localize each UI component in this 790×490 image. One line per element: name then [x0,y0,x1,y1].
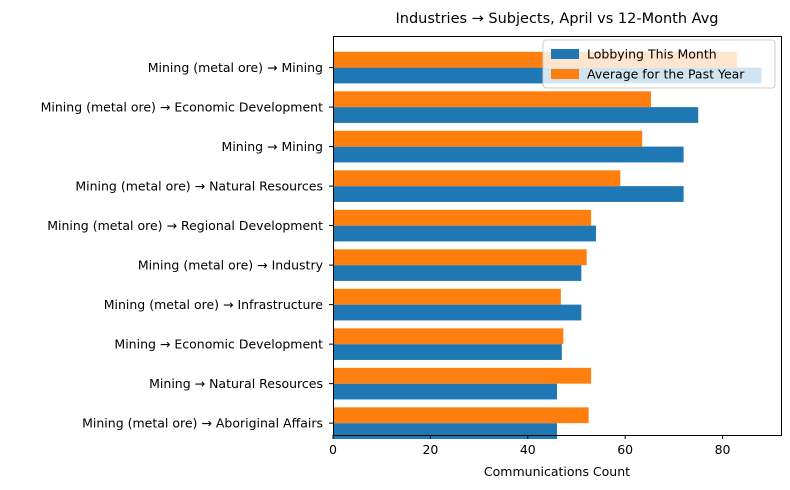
bar-past-year-avg-8 [333,367,592,384]
y-tick-label: Mining → Natural Resources [149,376,323,391]
bar-past-year-avg-6 [333,288,561,305]
bar-this-month-8 [333,383,557,400]
legend-label: Average for the Past Year [587,67,745,82]
bar-past-year-avg-5 [333,249,587,266]
legend-label: Lobbying This Month [587,47,717,62]
x-axis-label: Communications Count [484,464,630,479]
bar-this-month-3 [333,186,684,202]
bar-this-month-1 [333,107,699,123]
y-tick-label: Mining (metal ore) → Economic Developmen… [41,100,323,115]
bar-past-year-avg-4 [333,209,592,226]
bar-past-year-avg-9 [333,407,589,424]
bar-this-month-4 [333,225,596,242]
legend-box [542,39,776,89]
x-tick-label: 20 [422,442,438,457]
bar-this-month-7 [333,344,562,360]
bar-past-year-avg-7 [333,328,564,345]
chart-title: Industries → Subjects, April vs 12-Month… [395,11,718,27]
x-tick-label: 40 [520,442,536,457]
y-tick-label: Mining (metal ore) → Mining [148,60,323,75]
y-axis: Mining (metal ore) → Mining Mining (metal… [41,60,333,431]
x-tick-label: 80 [715,442,731,457]
bar-this-month-6 [333,304,582,321]
y-tick-label: Mining (metal ore) → Infrastructure [104,297,324,312]
y-tick-label: Mining (metal ore) → Regional Developmen… [47,218,323,233]
x-tick-label: 60 [617,442,633,457]
bar-this-month-9 [333,423,557,439]
bar-past-year-avg-1 [333,91,651,108]
y-tick-label: Mining → Mining [222,139,323,154]
x-tick-label: 0 [329,442,337,457]
bar-this-month-2 [333,146,684,163]
bar-this-month-5 [333,265,582,281]
y-tick-label: Mining (metal ore) → Industry [138,258,324,273]
bars-group [333,51,762,439]
x-axis: 0 20 40 60 80 [329,435,731,457]
plot-frame [333,36,782,436]
y-tick-label: Mining → Economic Development [114,337,323,352]
legend-swatch [551,69,579,79]
y-tick-label: Mining (metal ore) → Aboriginal Affairs [82,416,323,431]
bar-past-year-avg-2 [333,130,643,147]
legend-swatch [551,49,579,59]
y-tick-label: Mining (metal ore) → Natural Resources [75,179,323,194]
legend: Lobbying This Month Average for the Past … [542,39,776,89]
bar-past-year-avg-3 [333,170,621,187]
